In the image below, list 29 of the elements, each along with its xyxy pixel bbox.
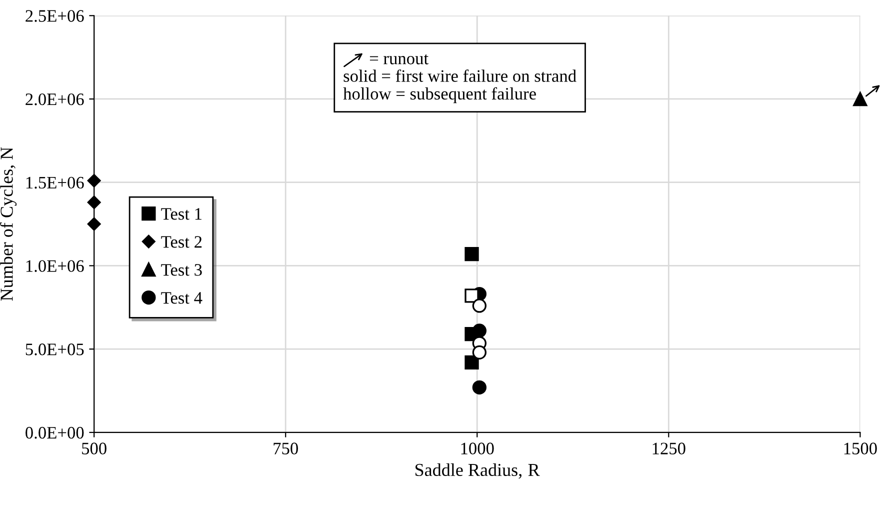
- y-tick-label: 1.5E+06: [26, 176, 84, 189]
- point: [464, 355, 479, 370]
- point: [464, 246, 479, 262]
- x-tick-label: 1000: [461, 442, 494, 454]
- point: [464, 288, 479, 303]
- point: [87, 217, 101, 231]
- y-tick-label: 2.5E+06: [26, 10, 84, 22]
- annotation: = runout solid = first wire failure on strand hollow = subsequent failure: [343, 54, 576, 104]
- legend-label: Test 4: [161, 292, 202, 304]
- legend-label: Test 1: [161, 208, 202, 220]
- point: [472, 380, 487, 394]
- y-tick-label: 1.0E+06: [26, 260, 84, 272]
- x-tick-label: 1500: [844, 442, 877, 454]
- x-axis-title: Saddle Radius, R: [415, 463, 540, 479]
- point: [853, 92, 868, 106]
- x-tick-label: 750: [274, 442, 298, 454]
- point: [87, 196, 101, 210]
- x-tick-label: 500: [82, 442, 106, 454]
- point: [87, 174, 101, 188]
- point: [472, 298, 487, 313]
- y-tick-label: 2.0E+06: [26, 93, 84, 106]
- legend-label: Test 3: [161, 264, 202, 276]
- y-tick-label: 5.0E+05: [26, 344, 84, 356]
- x-tick-label: 1250: [652, 442, 686, 454]
- point: [472, 324, 487, 338]
- y-axis-title: Number of Cycles, N: [0, 147, 17, 301]
- y-tick-label: 0.0E+00: [26, 426, 84, 439]
- point: [472, 345, 487, 360]
- legend-label: Test 2: [161, 236, 202, 248]
